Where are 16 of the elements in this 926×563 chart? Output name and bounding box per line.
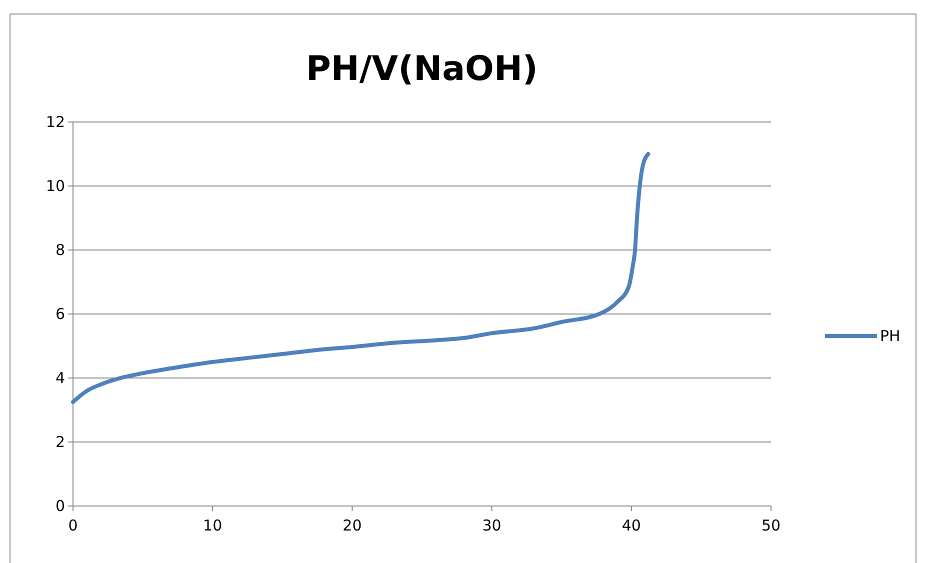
y-tick-label: 0 [55, 496, 65, 515]
x-tick-label: 20 [342, 516, 362, 534]
y-tick-label: 12 [46, 112, 65, 131]
y-tick-label: 6 [55, 304, 65, 323]
x-tick-label: 40 [622, 516, 641, 534]
x-tick-label: 10 [203, 516, 222, 534]
y-tick-label: 4 [55, 368, 65, 387]
line-series [71, 152, 650, 404]
y-tick-label: 8 [55, 240, 65, 259]
y-tick-label: 2 [55, 432, 65, 451]
x-tick-label: 0 [68, 516, 78, 534]
legend-label: PH [880, 327, 900, 345]
y-tick-label: 10 [46, 176, 65, 195]
x-tick-label: 30 [482, 516, 502, 534]
chart-title: PH/V(NaOH) [306, 49, 538, 89]
x-tick-label: 50 [761, 516, 781, 534]
